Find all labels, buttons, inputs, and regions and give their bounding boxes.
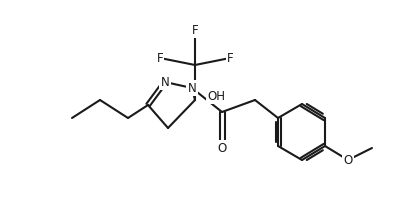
- Text: F: F: [192, 24, 198, 37]
- Text: N: N: [188, 81, 196, 95]
- Text: F: F: [227, 51, 233, 65]
- Text: O: O: [344, 154, 352, 167]
- Text: F: F: [157, 51, 163, 65]
- Text: O: O: [217, 141, 227, 154]
- Text: N: N: [161, 76, 169, 89]
- Text: OH: OH: [207, 89, 225, 103]
